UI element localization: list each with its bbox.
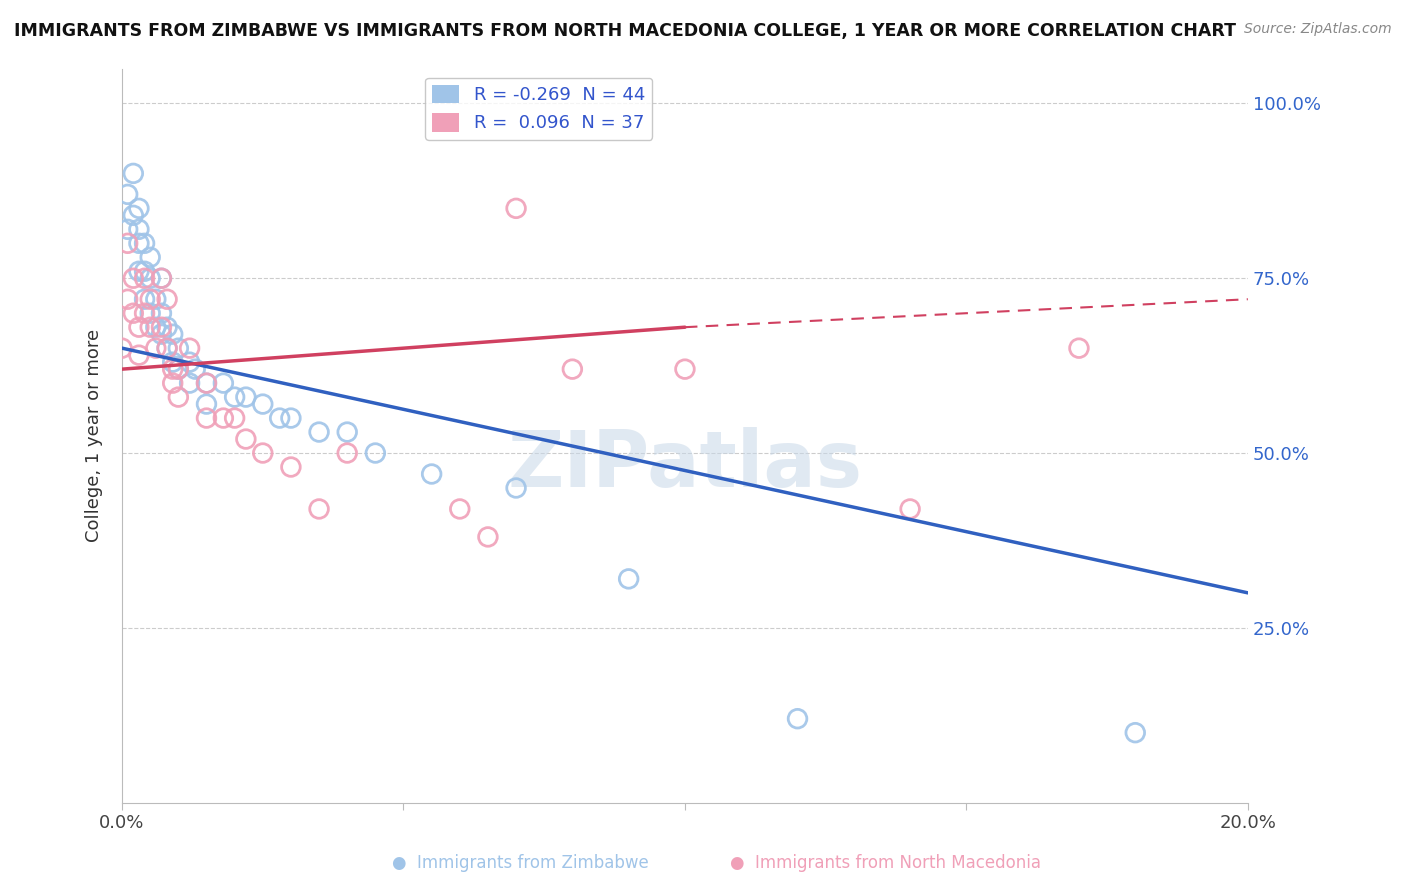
Text: ZIPatlas: ZIPatlas [508,427,862,503]
Point [1067,341,1090,355]
Point [122,271,145,285]
Point [561,362,583,376]
Point [224,411,246,425]
Point [156,341,179,355]
Point [336,446,359,460]
Point [162,362,184,376]
Point [150,327,173,342]
Point [156,292,179,306]
Point [195,376,218,391]
Point [139,306,162,320]
Point [111,341,134,355]
Point [128,348,150,362]
Point [786,712,808,726]
Point [212,411,235,425]
Point [128,222,150,236]
Point [134,236,156,251]
Point [898,502,921,516]
Point [252,446,274,460]
Point [167,390,190,404]
Point [224,390,246,404]
Text: ●  Immigrants from North Macedonia: ● Immigrants from North Macedonia [730,855,1042,872]
Text: IMMIGRANTS FROM ZIMBABWE VS IMMIGRANTS FROM NORTH MACEDONIA COLLEGE, 1 YEAR OR M: IMMIGRANTS FROM ZIMBABWE VS IMMIGRANTS F… [14,22,1236,40]
Point [162,376,184,391]
Point [505,481,527,495]
Point [150,271,173,285]
Point [420,467,443,481]
Point [167,362,190,376]
Point [184,362,207,376]
Point [150,306,173,320]
Point [308,502,330,516]
Point [212,376,235,391]
Point [179,341,201,355]
Point [134,306,156,320]
Point [128,236,150,251]
Point [156,341,179,355]
Point [195,411,218,425]
Point [673,362,696,376]
Point [162,327,184,342]
Point [195,397,218,411]
Point [128,320,150,334]
Point [1123,725,1146,739]
Point [336,425,359,439]
Point [280,460,302,475]
Point [235,390,257,404]
Point [117,222,139,236]
Point [449,502,471,516]
Point [162,355,184,369]
Point [235,432,257,446]
Point [145,341,167,355]
Point [167,341,190,355]
Text: Source: ZipAtlas.com: Source: ZipAtlas.com [1244,22,1392,37]
Point [117,187,139,202]
Point [122,208,145,222]
Point [145,320,167,334]
Y-axis label: College, 1 year or more: College, 1 year or more [86,329,103,542]
Point [128,202,150,216]
Point [117,292,139,306]
Point [128,264,150,278]
Point [179,355,201,369]
Point [477,530,499,544]
Point [505,202,527,216]
Text: ●  Immigrants from Zimbabwe: ● Immigrants from Zimbabwe [392,855,648,872]
Point [117,236,139,251]
Point [179,376,201,391]
Point [150,271,173,285]
Point [134,271,156,285]
Point [308,425,330,439]
Point [280,411,302,425]
Point [122,306,145,320]
Point [167,362,190,376]
Legend: R = -0.269  N = 44, R =  0.096  N = 37: R = -0.269 N = 44, R = 0.096 N = 37 [425,78,652,140]
Point [156,320,179,334]
Point [139,320,162,334]
Point [134,292,156,306]
Point [145,292,167,306]
Point [364,446,387,460]
Point [139,292,162,306]
Point [139,250,162,264]
Point [122,166,145,180]
Point [139,271,162,285]
Point [252,397,274,411]
Point [195,376,218,391]
Point [617,572,640,586]
Point [134,264,156,278]
Point [269,411,291,425]
Point [150,320,173,334]
